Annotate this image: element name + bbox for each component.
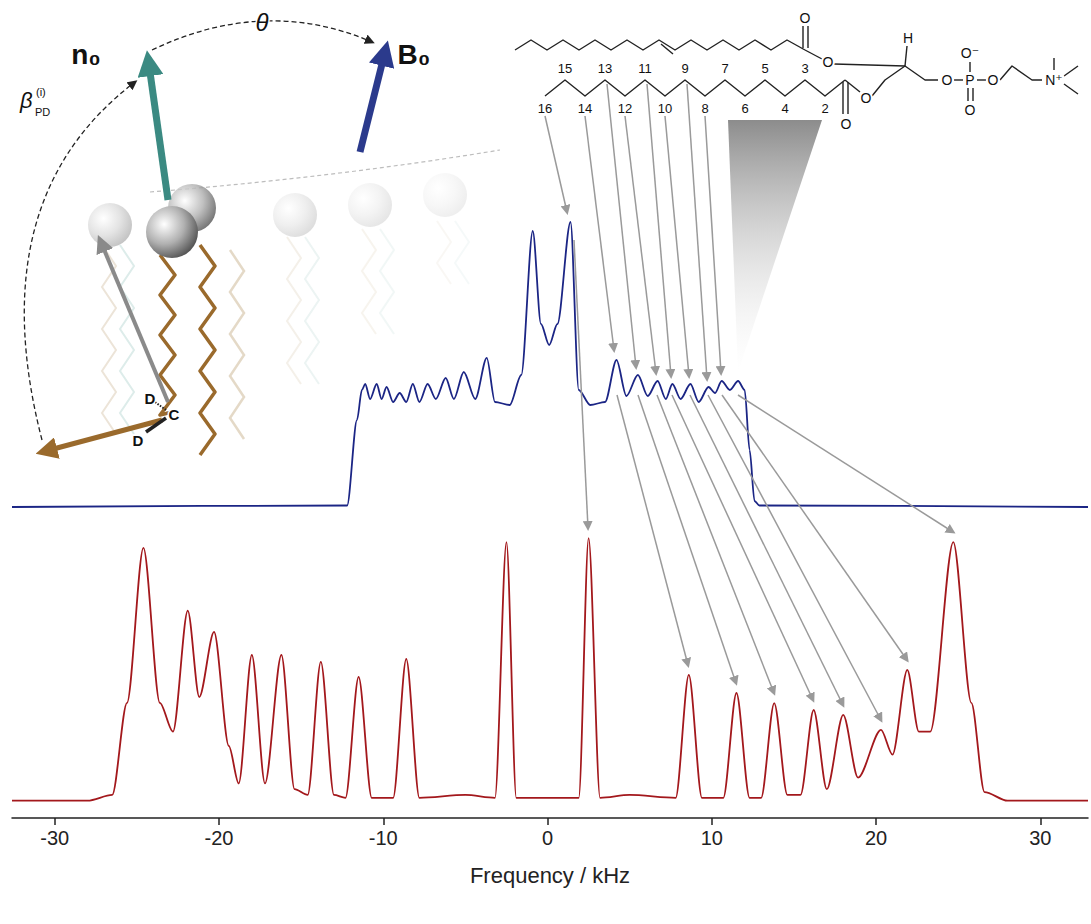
svg-text:O: O [841, 116, 852, 132]
svg-text:10: 10 [658, 101, 672, 116]
svg-text:12: 12 [618, 101, 632, 116]
svg-text:3: 3 [801, 61, 808, 76]
svg-text:15: 15 [558, 61, 572, 76]
svg-text:-30: -30 [40, 827, 69, 849]
svg-text:θ: θ [255, 9, 268, 36]
svg-text:-20: -20 [205, 827, 234, 849]
svg-text:2: 2 [821, 101, 828, 116]
svg-text:O⁻: O⁻ [961, 45, 979, 61]
svg-text:6: 6 [741, 101, 748, 116]
svg-text:P: P [965, 72, 974, 88]
svg-text:H: H [903, 30, 913, 46]
svg-text:14: 14 [578, 101, 592, 116]
svg-text:βPD(i): βPD(i) [19, 86, 50, 118]
svg-text:7: 7 [721, 61, 728, 76]
svg-text:C: C [169, 406, 180, 423]
svg-text:30: 30 [1029, 827, 1051, 849]
svg-text:10: 10 [701, 827, 723, 849]
svg-text:D: D [133, 432, 144, 449]
svg-text:Frequency / kHz: Frequency / kHz [470, 863, 630, 888]
svg-text:20: 20 [865, 827, 887, 849]
svg-text:B₀: B₀ [398, 39, 431, 70]
svg-text:13: 13 [598, 61, 612, 76]
svg-text:n₀: n₀ [71, 39, 101, 70]
svg-text:11: 11 [638, 61, 652, 76]
svg-text:O: O [942, 72, 953, 88]
svg-text:O: O [823, 54, 834, 70]
svg-text:-10: -10 [369, 827, 398, 849]
svg-text:O: O [861, 90, 872, 106]
svg-text:16: 16 [538, 101, 552, 116]
svg-text:O: O [965, 102, 976, 118]
svg-text:5: 5 [761, 61, 768, 76]
svg-text:N⁺: N⁺ [1045, 72, 1063, 88]
svg-text:O: O [800, 10, 811, 26]
svg-text:8: 8 [701, 101, 708, 116]
svg-text:4: 4 [781, 101, 788, 116]
svg-text:0: 0 [542, 827, 553, 849]
svg-text:O: O [988, 72, 999, 88]
svg-text:9: 9 [681, 61, 688, 76]
svg-text:D: D [145, 390, 156, 407]
